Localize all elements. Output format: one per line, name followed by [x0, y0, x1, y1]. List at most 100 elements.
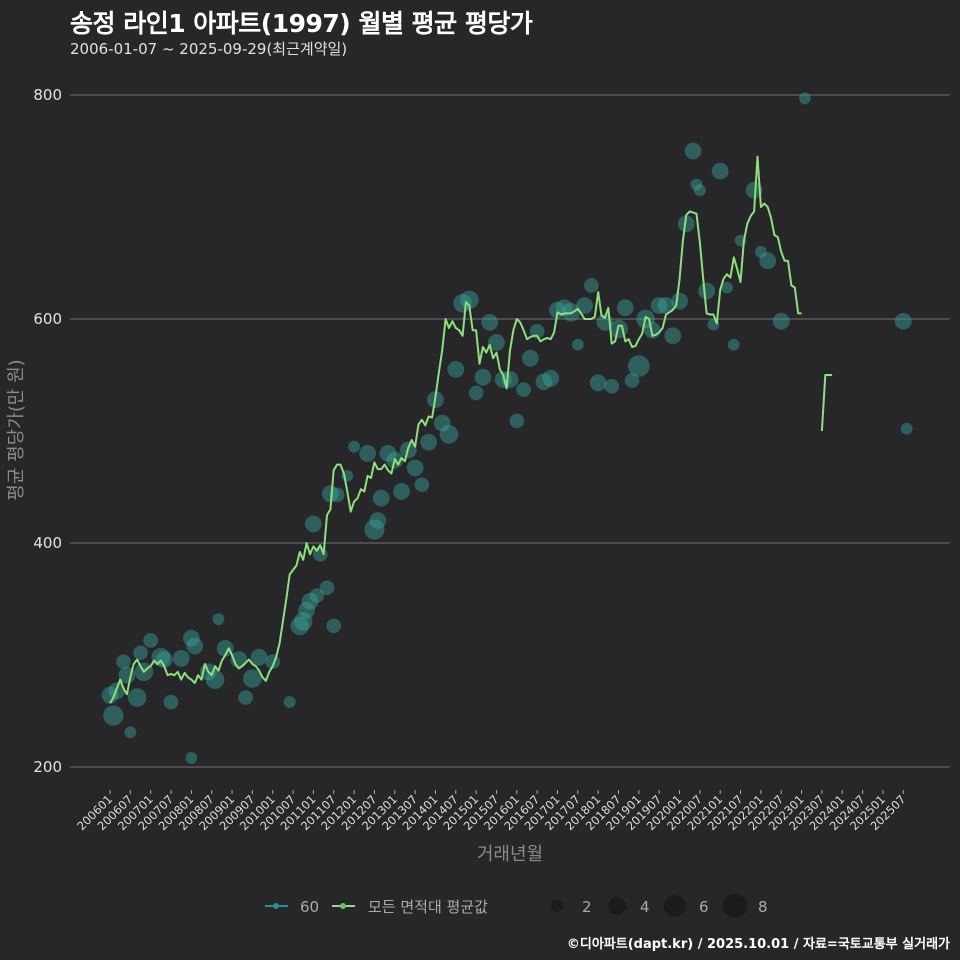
- data-bubble: [745, 181, 763, 199]
- legend-label-60: 60: [300, 898, 319, 916]
- data-bubble: [182, 629, 200, 647]
- data-bubble: [488, 334, 505, 351]
- data-bubble: [329, 487, 345, 503]
- data-bubble: [542, 369, 560, 387]
- chart-subtitle: 2006-01-07 ~ 2025-09-29(최근계약일): [70, 40, 348, 58]
- data-bubble: [727, 338, 740, 351]
- data-bubble: [516, 382, 531, 397]
- data-bubble: [693, 184, 706, 197]
- data-bubble: [185, 752, 198, 764]
- data-bubble: [900, 422, 913, 435]
- data-bubble: [216, 639, 234, 657]
- data-bubble: [319, 580, 335, 596]
- data-bubble: [364, 519, 385, 540]
- data-bubble: [677, 215, 695, 233]
- data-bubble: [393, 483, 410, 500]
- legend: 60 모든 면적대 평균값 2 4 6 8: [265, 894, 768, 918]
- gridlines: [70, 94, 950, 768]
- legend-item-60[interactable]: 60: [265, 898, 319, 916]
- data-bubble: [509, 413, 525, 429]
- data-bubble: [321, 485, 339, 503]
- data-bubble: [116, 654, 131, 670]
- data-bubble: [212, 613, 225, 626]
- data-bubble: [372, 489, 390, 507]
- size-label-4: 4: [640, 898, 650, 916]
- data-bubble: [772, 312, 790, 330]
- data-bubble: [698, 282, 716, 300]
- data-bubble: [305, 515, 322, 533]
- data-bubble: [754, 245, 767, 258]
- data-bubble: [133, 645, 148, 661]
- average-line: [109, 155, 833, 704]
- data-bubble: [650, 297, 668, 314]
- size-label-8: 8: [758, 898, 768, 916]
- data-bubble: [555, 299, 573, 317]
- data-bubble: [447, 361, 465, 378]
- y-tick-label: 400: [33, 534, 62, 552]
- data-bubble: [684, 142, 702, 160]
- y-axis: 200 400 600 800: [33, 86, 62, 776]
- data-bubble: [711, 162, 729, 180]
- data-bubble: [433, 414, 451, 432]
- data-bubble: [759, 252, 777, 270]
- data-bubble: [293, 612, 313, 631]
- data-bubble: [664, 327, 682, 345]
- data-bubble: [414, 477, 430, 493]
- data-bubble: [309, 588, 325, 603]
- data-bubble: [628, 355, 650, 377]
- footer-credit: ©디아파트(dapt.kr) / 2025.10.01 / 자료=국토교통부 실…: [566, 937, 950, 952]
- data-bubble: [238, 690, 253, 705]
- data-bubble: [186, 637, 204, 655]
- data-bubble: [172, 649, 190, 667]
- data-bubble: [124, 726, 137, 739]
- data-bubble: [535, 373, 553, 391]
- data-bubble: [521, 349, 539, 367]
- data-bubble: [406, 459, 424, 477]
- data-bubble: [799, 92, 811, 105]
- data-bubble: [101, 686, 119, 704]
- y-tick-label: 200: [33, 758, 62, 776]
- data-bubble: [143, 633, 158, 648]
- data-bubble: [359, 445, 377, 462]
- data-bubble: [589, 374, 607, 392]
- data-bubble: [290, 616, 310, 636]
- legend-size-scale: 2 4 6 8: [551, 894, 768, 918]
- data-bubble: [894, 312, 912, 330]
- data-bubble: [103, 705, 124, 726]
- data-bubble: [283, 696, 296, 708]
- legend-item-average[interactable]: 모든 면적대 평균값: [332, 898, 488, 916]
- data-bubble: [474, 368, 492, 386]
- data-bubble: [453, 294, 472, 313]
- x-axis-label: 거래년월: [477, 844, 543, 865]
- data-bubble: [468, 385, 484, 401]
- data-bubble: [163, 694, 179, 710]
- data-bubble: [584, 278, 599, 293]
- chart-title: 송정 라인1 아파트(1997) 월별 평균 평당가: [70, 9, 533, 38]
- y-tick-label: 600: [33, 310, 62, 328]
- data-bubble: [690, 178, 703, 191]
- data-bubble: [379, 445, 397, 462]
- y-axis-label: 평균 평당가(만 원): [6, 359, 27, 500]
- data-bubble: [369, 512, 387, 529]
- scatter-bubbles: [101, 92, 913, 764]
- data-bubble: [604, 378, 620, 394]
- data-bubble: [624, 373, 640, 388]
- data-bubble: [420, 433, 438, 451]
- data-bubble: [250, 648, 268, 666]
- y-tick-label: 800: [33, 86, 62, 104]
- data-bubble: [721, 281, 733, 294]
- average-line-segment: [109, 155, 802, 704]
- average-line-segment: [820, 374, 833, 432]
- size-label-2: 2: [582, 898, 592, 916]
- data-bubble: [576, 297, 593, 314]
- data-bubble: [326, 618, 342, 634]
- data-bubble: [571, 338, 584, 351]
- size-label-6: 6: [699, 898, 709, 916]
- data-bubble: [439, 425, 459, 444]
- data-bubble: [671, 292, 688, 310]
- data-bubble: [657, 297, 675, 314]
- data-bubble: [301, 592, 319, 610]
- data-bubble: [481, 313, 499, 331]
- data-bubble: [155, 651, 173, 668]
